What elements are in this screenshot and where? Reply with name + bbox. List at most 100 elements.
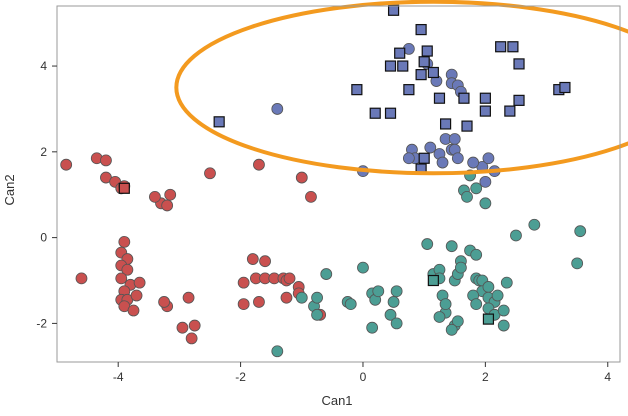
data-point-red-circle bbox=[100, 154, 112, 167]
data-point-blue-circle bbox=[448, 133, 461, 145]
data-point-red-circle bbox=[133, 276, 146, 289]
data-point-blue-square bbox=[418, 152, 430, 164]
data-point-teal-circle bbox=[311, 291, 323, 304]
data-point-teal-circle bbox=[387, 296, 400, 308]
data-point-red-circle bbox=[295, 171, 308, 184]
data-point-red-circle bbox=[283, 272, 296, 285]
data-point-blue-circle bbox=[467, 156, 480, 169]
data-point-red-circle bbox=[237, 298, 250, 310]
y-tick-label: -2 bbox=[36, 316, 47, 330]
data-point-blue-square bbox=[479, 105, 491, 117]
data-point-blue-circle bbox=[479, 175, 492, 188]
data-point-teal-circle bbox=[470, 298, 483, 310]
data-point-blue-square bbox=[513, 94, 525, 106]
data-point-blue-circle bbox=[271, 103, 284, 115]
data-point-teal-circle bbox=[357, 261, 369, 274]
y-tick-label: 2 bbox=[40, 145, 47, 159]
data-point-teal-circle bbox=[344, 298, 357, 310]
data-point-red-circle bbox=[121, 263, 134, 276]
data-point-blue-square bbox=[403, 84, 415, 96]
data-point-blue-square bbox=[479, 92, 491, 104]
data-point-blue-square bbox=[351, 84, 363, 96]
data-point-blue-square bbox=[387, 4, 400, 16]
data-point-red-circle bbox=[188, 319, 201, 332]
data-point-red-circle bbox=[158, 296, 170, 308]
plot-frame bbox=[56, 5, 621, 363]
data-point-teal-circle bbox=[372, 285, 385, 298]
data-point-red-circle bbox=[164, 188, 177, 201]
data-point-blue-circle bbox=[451, 152, 464, 165]
data-point-red-circle bbox=[130, 289, 143, 302]
data-point-red-circle bbox=[75, 272, 88, 285]
data-point-teal-circle bbox=[439, 298, 452, 310]
x-tick-label: 4 bbox=[604, 370, 611, 384]
data-point-teal-circle bbox=[384, 308, 397, 321]
x-tick-label: 0 bbox=[360, 370, 367, 384]
data-point-red-square bbox=[118, 182, 130, 194]
data-point-teal-circle bbox=[271, 345, 284, 358]
data-point-blue-square bbox=[397, 60, 409, 72]
data-point-teal-circle bbox=[528, 218, 541, 231]
data-point-teal-circle bbox=[454, 261, 467, 274]
data-point-blue-circle bbox=[482, 152, 495, 165]
data-point-blue-square bbox=[421, 45, 433, 57]
data-point-red-circle bbox=[115, 272, 128, 285]
data-point-red-circle bbox=[204, 167, 216, 180]
data-point-blue-square bbox=[433, 92, 446, 104]
data-point-blue-square bbox=[461, 120, 473, 132]
data-point-red-circle bbox=[118, 236, 131, 248]
data-point-teal-circle bbox=[366, 321, 379, 334]
data-point-red-circle bbox=[259, 255, 271, 268]
data-point-blue-square bbox=[439, 118, 452, 130]
data-point-red-circle bbox=[127, 304, 140, 317]
data-point-blue-square bbox=[418, 56, 430, 68]
x-tick-label: 2 bbox=[482, 370, 489, 384]
data-point-teal-circle bbox=[445, 240, 458, 253]
x-axis-label: Can1 bbox=[321, 393, 352, 408]
data-point-red-circle bbox=[253, 158, 265, 171]
data-point-teal-circle bbox=[390, 285, 403, 298]
data-point-blue-square bbox=[384, 60, 397, 72]
data-point-red-circle bbox=[280, 291, 293, 304]
plot-layer bbox=[60, 0, 628, 358]
axis-layer: -4 -2 0 2 4 -2 0 2 4 bbox=[36, 5, 621, 384]
data-point-blue-square bbox=[559, 81, 571, 94]
data-point-teal-circle bbox=[445, 323, 458, 336]
data-point-teal-circle bbox=[390, 317, 403, 330]
data-point-blue-square bbox=[213, 116, 225, 128]
data-point-teal-circle bbox=[320, 268, 333, 280]
data-point-teal-circle bbox=[470, 182, 483, 195]
data-point-red-circle bbox=[176, 321, 189, 334]
data-point-blue-square bbox=[504, 105, 516, 117]
data-point-red-circle bbox=[60, 158, 73, 171]
data-point-red-circle bbox=[161, 199, 174, 212]
y-axis-label: Can2 bbox=[2, 174, 17, 205]
data-point-blue-square bbox=[495, 41, 507, 53]
y-tick-label: 4 bbox=[40, 59, 47, 73]
data-point-red-circle bbox=[182, 291, 195, 304]
data-point-blue-square bbox=[427, 66, 439, 79]
data-point-teal-circle bbox=[574, 225, 587, 238]
data-point-blue-square bbox=[369, 107, 381, 119]
data-point-blue-square bbox=[415, 69, 427, 81]
data-point-teal-circle bbox=[497, 304, 510, 317]
data-point-red-circle bbox=[246, 253, 259, 265]
data-point-teal-circle bbox=[421, 238, 434, 250]
data-point-red-circle bbox=[149, 190, 161, 203]
highlight-ellipse bbox=[174, 0, 628, 176]
data-point-red-circle bbox=[253, 296, 265, 308]
data-point-blue-square bbox=[384, 107, 397, 119]
data-point-red-circle bbox=[185, 332, 198, 345]
data-point-blue-square bbox=[458, 92, 470, 104]
data-point-blue-square bbox=[415, 23, 427, 36]
y-tick-label: 0 bbox=[40, 231, 47, 245]
data-point-teal-circle bbox=[451, 315, 464, 328]
data-point-teal-circle bbox=[500, 276, 513, 289]
data-point-blue-square bbox=[394, 47, 406, 59]
x-tick-label: -2 bbox=[235, 370, 246, 384]
data-point-red-circle bbox=[305, 190, 317, 203]
data-point-teal-circle bbox=[311, 308, 323, 321]
